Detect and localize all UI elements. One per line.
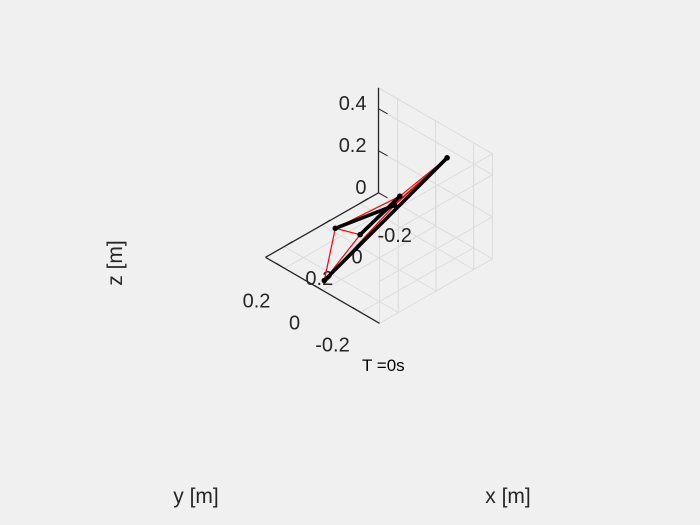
node-point bbox=[391, 202, 398, 209]
node-point bbox=[444, 155, 450, 161]
z-tick-mark bbox=[378, 150, 388, 157]
struts bbox=[322, 156, 449, 283]
z-tick-label: 0.2 bbox=[339, 135, 367, 157]
x-tick-label: -0.2 bbox=[377, 225, 411, 247]
strut-line bbox=[322, 156, 449, 283]
grid-line bbox=[378, 108, 493, 176]
x-tick-label: 0.2 bbox=[305, 268, 333, 290]
grid-line bbox=[379, 258, 493, 324]
nodes bbox=[321, 155, 450, 284]
time-annotation: T =0s bbox=[362, 356, 405, 375]
y-tick-mark bbox=[352, 306, 361, 313]
z-tick-mark bbox=[378, 108, 388, 115]
y-tick-label: 0 bbox=[289, 313, 300, 335]
node-point bbox=[332, 225, 339, 232]
grid-line bbox=[378, 150, 493, 218]
z-axis-label: z [m] bbox=[104, 240, 127, 286]
node-point bbox=[357, 231, 363, 238]
y-tick-mark bbox=[314, 284, 323, 291]
tick-labels: -0.2 0 0.2 -0.2 0 0.2 0 0.2 0.4 bbox=[243, 93, 412, 357]
y-tick-label: -0.2 bbox=[315, 335, 349, 357]
x-axis-label: x [m] bbox=[485, 485, 531, 508]
z-tick-label: 0.4 bbox=[339, 93, 367, 115]
pane-edge bbox=[378, 87, 493, 155]
x-tick-mark bbox=[284, 241, 293, 247]
node-point bbox=[321, 277, 328, 284]
z-tick-mark bbox=[378, 192, 388, 199]
cable-line bbox=[335, 227, 361, 236]
x-tick-label: 0 bbox=[351, 246, 362, 268]
y-axis-label: y [m] bbox=[173, 485, 219, 508]
strut-line bbox=[358, 194, 402, 237]
node-point bbox=[397, 193, 403, 199]
x-tick-mark bbox=[321, 219, 331, 226]
cable-line bbox=[323, 228, 336, 281]
x-tick-mark bbox=[359, 198, 368, 204]
y-tick-label: 0.2 bbox=[243, 291, 271, 313]
z-tick-label: 0 bbox=[355, 177, 366, 199]
y-tick-mark bbox=[276, 262, 285, 269]
grid-line bbox=[378, 192, 493, 260]
